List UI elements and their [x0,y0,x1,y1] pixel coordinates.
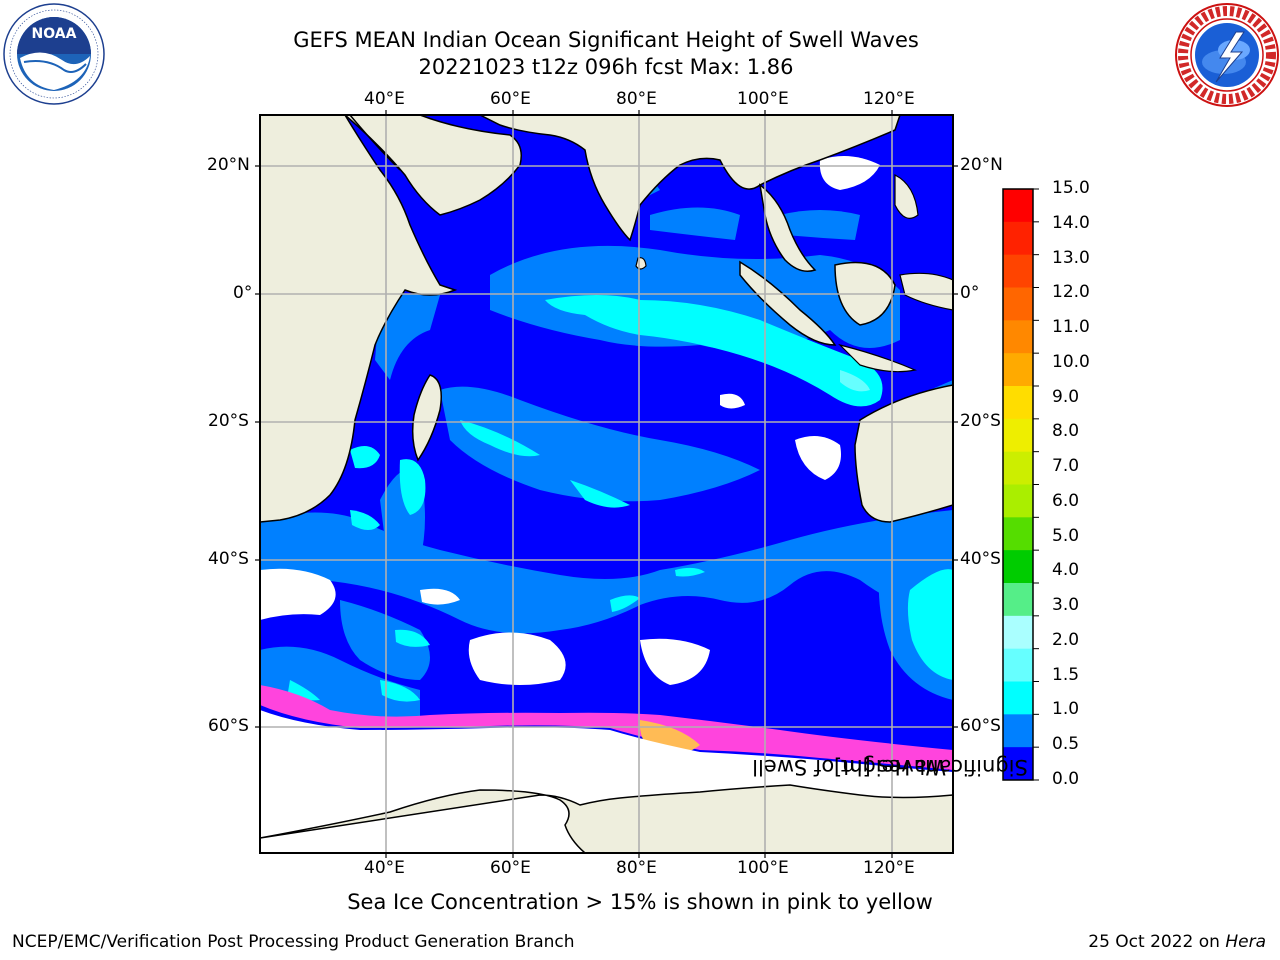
colorbar-segment [1003,648,1033,682]
producer-credit: NCEP/EMC/Verification Post Processing Pr… [12,932,575,952]
colorbar-frame [1002,188,1034,781]
colorbar-tick-label: 7.0 [1052,456,1080,477]
asia-land [479,115,901,242]
colorbar-segment [1003,189,1033,223]
host-name: Hera [1225,932,1266,952]
colorbar-segment [1003,615,1033,650]
colorbar-segment [1003,353,1033,387]
lat-right-label: 0° [960,283,980,303]
lon-bottom-label: 80°E [616,858,657,878]
ice-free-patch [468,632,566,685]
colorbar-tick-label: 1.0 [1052,699,1080,720]
colorbar-tick-label: 6.0 [1052,490,1080,511]
colorbar-segment [1003,451,1033,485]
colorbar-segment [1003,386,1033,420]
colorbar-tick-label: 9.0 [1052,386,1080,407]
indochina-land [758,183,817,272]
arabia-land [343,115,522,216]
nws-logo [1175,3,1279,107]
lon-top-label: 120°E [863,89,915,109]
sea-ice-note: Sea Ice Concentration > 15% is shown in … [347,890,933,914]
lon-bottom-label: 40°E [364,858,405,878]
colorbar-segment [1003,583,1033,617]
colorbar-tick-label: 4.0 [1052,560,1080,581]
colorbar-segment [1003,517,1033,551]
colorbar-tick-label: 8.0 [1052,421,1080,442]
lon-bottom-label: 100°E [737,858,789,878]
colorbar-tick-label: 11.0 [1052,317,1090,338]
lat-left-label: 40°S [208,549,249,569]
map-frame [259,114,954,854]
colorbar-segment [1003,747,1033,781]
colorbar-segment [1003,221,1033,256]
colorbar-segment [1003,681,1033,715]
africa-land [260,115,458,523]
colorbar-tick-label: 14.0 [1052,212,1090,233]
australia-land [854,384,953,523]
colorbar-tick-label: 10.0 [1052,351,1090,372]
antarctica-land [260,784,953,853]
lat-right-label: 60°S [960,716,1001,736]
run-date-text: 25 Oct 2022 on [1088,932,1226,952]
colorbar-tick-label: 0.5 [1052,734,1080,755]
colorbar-tick-label: 15.0 [1052,178,1090,198]
noaa-logo-text: NOAA [32,26,77,42]
colorbar-segment [1003,254,1033,288]
noaa-logo: NOAA [3,3,105,105]
lat-right-label: 20°S [960,411,1001,431]
colorbar [1003,188,1039,781]
swell-band-cyan-southeast [907,569,953,680]
lat-right-label: 40°S [960,549,1001,569]
graticule [260,115,953,853]
lat-left-label: 60°S [208,716,249,736]
chart-subtitle: 20221023 t12z 096h fcst Max: 1.86 [418,55,794,79]
lat-left-label: 20°S [208,411,249,431]
sumatra-land [739,260,837,346]
colorbar-tick-label: 2.0 [1052,629,1080,650]
swell-band-cyan-equatorial [545,295,883,407]
lat-left-label: 20°N [207,155,250,175]
lon-top-label: 80°E [616,89,657,109]
lat-left-label: 0° [233,283,253,303]
colorbar-segment [1003,287,1033,321]
colorbar-segment [1003,484,1033,518]
lon-bottom-label: 60°E [490,858,531,878]
colorbar-segment [1003,550,1033,584]
colorbar-tick-label: 13.0 [1052,247,1090,268]
colorbar-segment [1003,714,1033,748]
madagascar-land [411,374,442,462]
lat-right-label: 20°N [960,155,1003,175]
colorbar-tick-label: 3.0 [1052,595,1080,616]
colorbar-title-line2: Waves [m] [833,755,947,779]
lon-bottom-label: 120°E [863,858,915,878]
lon-top-label: 100°E [737,89,789,109]
colorbar-segment [1003,418,1033,453]
colorbar-tick-label: 0.0 [1052,769,1080,789]
colorbar-segment [1003,320,1033,354]
run-date: 25 Oct 2022 on Hera [1088,932,1266,952]
colorbar-tick-label: 1.5 [1052,664,1080,685]
chart-title: GEFS MEAN Indian Ocean Significant Heigh… [293,28,919,52]
lon-top-label: 40°E [364,89,405,109]
colorbar-tick-label: 12.0 [1052,282,1090,303]
colorbar-tick-label: 5.0 [1052,525,1080,546]
lon-top-label: 60°E [490,89,531,109]
